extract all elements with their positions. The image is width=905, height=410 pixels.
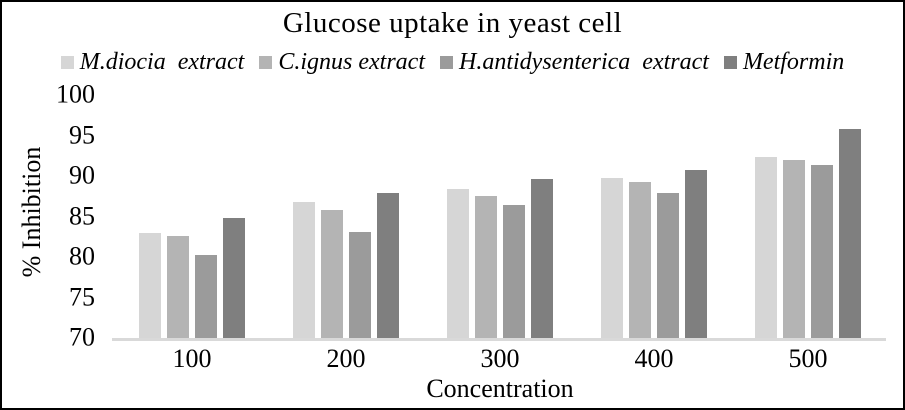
x-axis-title: Concentration [426, 374, 574, 403]
bar-series0-cat400 [601, 177, 623, 338]
bar-series3-cat200 [377, 193, 399, 338]
y-tick-label: 80 [69, 241, 95, 271]
x-tick-label: 100 [172, 344, 212, 373]
x-tick-label: 400 [634, 344, 674, 373]
legend: M.diocia extract C.ignus extract H.antid… [2, 49, 903, 76]
bar-series2-cat400 [657, 193, 679, 338]
x-tick-label: 300 [480, 344, 520, 373]
bar-series3-cat400 [685, 170, 707, 338]
legend-label: H.antidysenterica extract [459, 49, 709, 75]
bar-series3-cat300 [531, 179, 553, 338]
legend-item-metformin: Metformin [723, 49, 845, 76]
x-tick-label: 200 [326, 344, 366, 373]
y-tick-label: 95 [69, 119, 95, 149]
legend-item-cignus: C.ignus extract [259, 49, 425, 76]
bar-series2-cat200 [349, 231, 371, 338]
legend-label: M.diocia extract [79, 49, 245, 75]
plot-area [115, 95, 885, 338]
bar-series2-cat300 [503, 205, 525, 338]
y-tick-label: 70 [69, 322, 95, 352]
y-tick-label: 85 [69, 200, 95, 230]
x-tick-label: 500 [788, 344, 828, 373]
y-tick-label: 75 [69, 281, 95, 311]
bar-series0-cat100 [139, 232, 161, 338]
legend-swatch-icon [440, 56, 453, 69]
x-axis-line [112, 338, 886, 341]
legend-swatch-icon [60, 56, 74, 69]
chart-title: Glucose uptake in yeast cell [282, 7, 623, 39]
bar-series2-cat500 [811, 165, 833, 338]
bar-series3-cat500 [839, 129, 861, 338]
bar-series1-cat400 [629, 181, 651, 338]
bar-series0-cat500 [755, 156, 777, 338]
legend-swatch-icon [259, 56, 273, 69]
bar-series1-cat300 [475, 196, 497, 338]
bar-series0-cat300 [447, 188, 469, 338]
y-tick-label: 100 [56, 79, 95, 109]
legend-label: Metformin [742, 49, 845, 75]
legend-label: C.ignus extract [278, 49, 425, 75]
bar-series2-cat100 [195, 254, 217, 338]
legend-swatch-icon [723, 56, 737, 69]
legend-item-hantidysenterica: H.antidysenterica extract [440, 49, 709, 76]
bar-series1-cat200 [321, 210, 343, 338]
bar-series1-cat100 [167, 235, 189, 338]
bar-series3-cat100 [223, 218, 245, 338]
bar-series1-cat500 [783, 159, 805, 338]
y-tick-label: 90 [69, 160, 95, 190]
legend-item-mdiocia: M.diocia extract [60, 49, 245, 76]
bar-series0-cat200 [293, 201, 315, 338]
